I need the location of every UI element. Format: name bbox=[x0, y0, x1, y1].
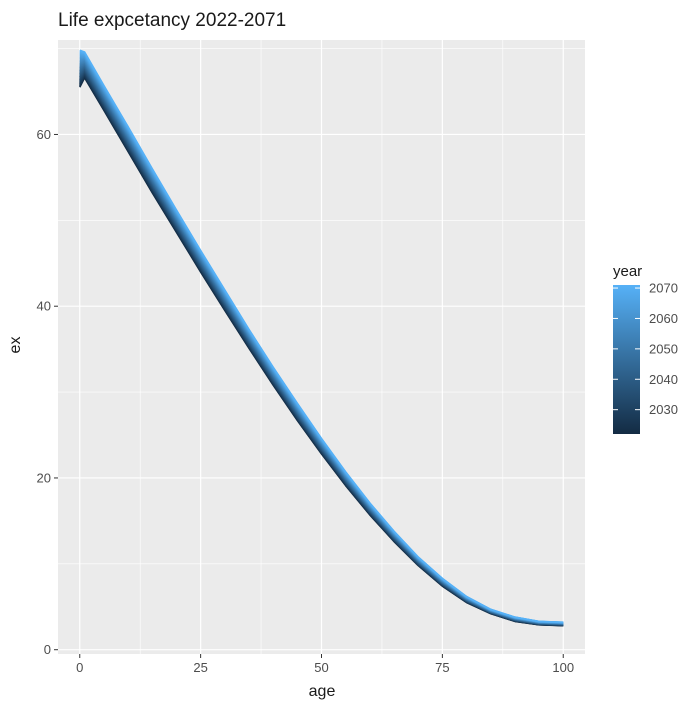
legend-ticks: 2030 2040 2050 2060 2070 bbox=[613, 281, 678, 417]
x-tick-label: 25 bbox=[193, 660, 207, 675]
series-lines bbox=[79, 49, 564, 627]
x-axis-title: age bbox=[309, 683, 336, 700]
y-axis-title: ex bbox=[7, 337, 24, 354]
grid-major bbox=[58, 40, 585, 654]
x-tick-label: 0 bbox=[76, 660, 83, 675]
legend-tick-label: 2040 bbox=[649, 372, 678, 387]
legend-tick-label: 2060 bbox=[649, 311, 678, 326]
legend-tick-label: 2070 bbox=[649, 281, 678, 296]
x-tick-label: 75 bbox=[435, 660, 449, 675]
x-tick-label: 100 bbox=[552, 660, 574, 675]
legend-colorbar bbox=[613, 285, 640, 434]
legend-tick-label: 2050 bbox=[649, 341, 678, 356]
y-axis: 0 20 40 60 bbox=[37, 127, 58, 657]
y-tick-label: 0 bbox=[44, 642, 51, 657]
y-tick-label: 40 bbox=[37, 299, 51, 314]
legend-tick-label: 2030 bbox=[649, 402, 678, 417]
y-tick-label: 20 bbox=[37, 470, 51, 485]
x-axis: 0 25 50 75 100 bbox=[76, 654, 574, 675]
chart-title: Life expcetancy 2022-2071 bbox=[58, 10, 286, 31]
x-tick-label: 50 bbox=[314, 660, 328, 675]
legend-title: year bbox=[613, 263, 642, 280]
legend: year 2030 2040 2050 2060 2070 bbox=[613, 263, 678, 434]
series-line-2071 bbox=[79, 49, 564, 623]
y-tick-label: 60 bbox=[37, 127, 51, 142]
